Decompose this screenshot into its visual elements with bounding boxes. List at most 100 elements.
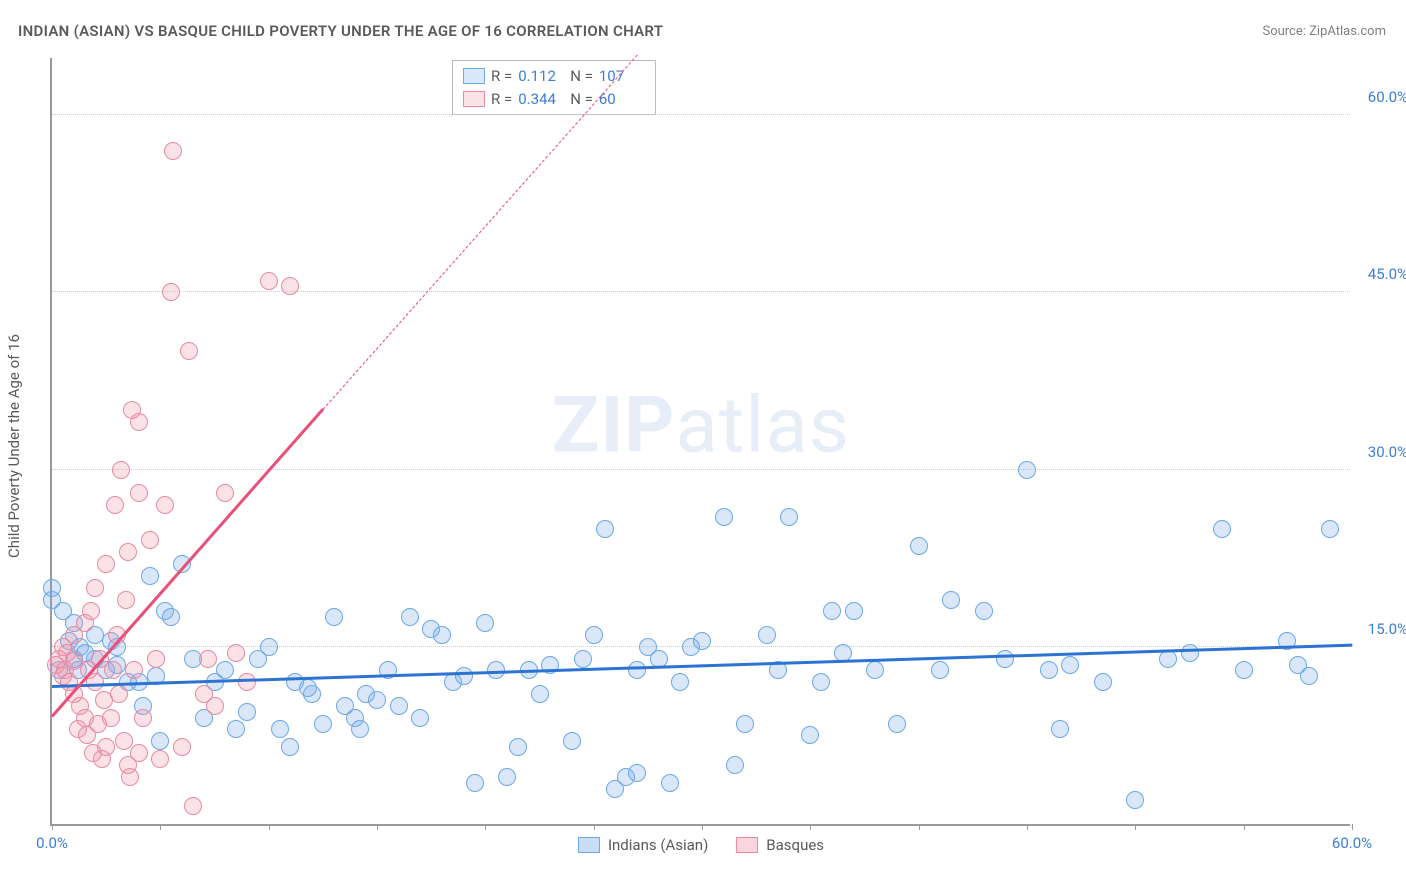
scatter-point [303, 685, 321, 703]
grid-line [52, 291, 1350, 292]
scatter-point [260, 272, 278, 290]
legend-swatch-1 [736, 837, 758, 853]
scatter-point [1321, 520, 1339, 538]
scatter-point [866, 661, 884, 679]
scatter-point [466, 774, 484, 792]
scatter-point [1051, 720, 1069, 738]
scatter-point [801, 726, 819, 744]
watermark-bold: ZIP [552, 380, 675, 471]
y-tick-label: 30.0% [1356, 443, 1406, 461]
bottom-legend: Indians (Asian) Basques [578, 836, 824, 854]
scatter-point [942, 591, 960, 609]
scatter-point [110, 685, 128, 703]
scatter-point [736, 715, 754, 733]
trend-line [52, 644, 1352, 688]
scatter-point [1061, 656, 1079, 674]
watermark-rest: atlas [675, 380, 850, 471]
scatter-point [390, 697, 408, 715]
scatter-point [726, 756, 744, 774]
scatter-point [106, 496, 124, 514]
scatter-point [102, 709, 120, 727]
scatter-point [227, 644, 245, 662]
y-tick-label: 45.0% [1356, 265, 1406, 283]
y-axis-title: Child Poverty Under the Age of 16 [5, 334, 23, 558]
x-tick [52, 824, 53, 830]
scatter-point [1235, 661, 1253, 679]
scatter-point [661, 774, 679, 792]
swatch-indians [463, 68, 485, 84]
scatter-point [596, 520, 614, 538]
x-tick [1352, 824, 1353, 830]
scatter-point [134, 709, 152, 727]
scatter-point [401, 608, 419, 626]
x-label-end: 60.0% [1332, 834, 1372, 852]
scatter-point [281, 738, 299, 756]
n-val-0: 107 [599, 65, 645, 88]
scatter-point [1018, 461, 1036, 479]
legend-swatch-0 [578, 837, 600, 853]
x-tick [810, 824, 811, 830]
scatter-point [845, 602, 863, 620]
scatter-point [130, 413, 148, 431]
x-tick [1027, 824, 1028, 830]
chart-title: INDIAN (ASIAN) VS BASQUE CHILD POVERTY U… [18, 22, 663, 40]
x-tick [160, 824, 161, 830]
scatter-point [121, 768, 139, 786]
x-tick [485, 824, 486, 830]
scatter-point [112, 461, 130, 479]
y-tick-label: 15.0% [1356, 620, 1406, 638]
scatter-point [476, 614, 494, 632]
scatter-point [1040, 661, 1058, 679]
scatter-point [216, 484, 234, 502]
scatter-point [325, 608, 343, 626]
scatter-point [117, 591, 135, 609]
scatter-point [97, 555, 115, 573]
scatter-point [216, 661, 234, 679]
r-val-1: 0.344 [518, 88, 564, 111]
scatter-point [574, 650, 592, 668]
scatter-point [351, 720, 369, 738]
scatter-point [260, 638, 278, 656]
grid-line [52, 469, 1350, 470]
scatter-point [715, 508, 733, 526]
scatter-point [162, 608, 180, 626]
scatter-point [115, 732, 133, 750]
watermark: ZIPatlas [552, 380, 850, 471]
grid-line [52, 114, 1350, 115]
scatter-point [823, 602, 841, 620]
scatter-point [1126, 791, 1144, 809]
r-label-1: R = [491, 88, 512, 111]
scatter-point [162, 283, 180, 301]
scatter-point [910, 537, 928, 555]
x-tick [377, 824, 378, 830]
scatter-point [975, 602, 993, 620]
scatter-point [238, 703, 256, 721]
scatter-point [411, 709, 429, 727]
scatter-point [433, 626, 451, 644]
scatter-point [173, 738, 191, 756]
x-label-start: 0.0% [36, 834, 68, 852]
scatter-point [888, 715, 906, 733]
scatter-point [931, 661, 949, 679]
scatter-point [531, 685, 549, 703]
swatch-basques [463, 91, 485, 107]
scatter-point [227, 720, 245, 738]
scatter-point [585, 626, 603, 644]
scatter-point [141, 531, 159, 549]
scatter-point [180, 342, 198, 360]
scatter-point [164, 142, 182, 160]
scatter-point [780, 508, 798, 526]
scatter-point [104, 661, 122, 679]
scatter-point [130, 484, 148, 502]
scatter-point [86, 579, 104, 597]
scatter-point [812, 673, 830, 691]
scatter-point [206, 697, 224, 715]
scatter-point [147, 650, 165, 668]
scatter-point [628, 764, 646, 782]
scatter-point [184, 797, 202, 815]
scatter-point [368, 691, 386, 709]
r-label-0: R = [491, 65, 512, 88]
scatter-point [563, 732, 581, 750]
scatter-point [628, 661, 646, 679]
scatter-point [1300, 667, 1318, 685]
